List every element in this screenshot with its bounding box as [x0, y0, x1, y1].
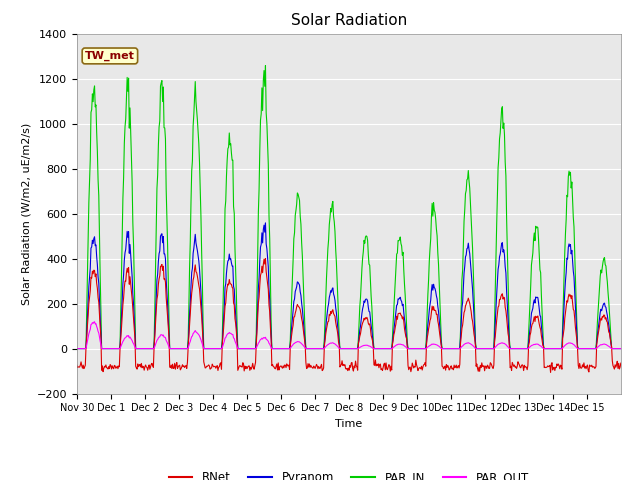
- RNet: [137, 364, 145, 370]
- PAR_IN: [406, 346, 413, 351]
- PAR_OUT: [406, 346, 413, 351]
- PAR_IN: [617, 346, 625, 351]
- PAR_OUT: [264, 338, 272, 344]
- X-axis label: Time: Time: [335, 419, 362, 429]
- PAR_OUT: [237, 346, 245, 351]
- Line: Pyranom: Pyranom: [77, 223, 621, 348]
- RNet: [264, 287, 272, 292]
- PAR_OUT: [285, 346, 292, 351]
- Pyranom: [264, 264, 272, 270]
- PAR_OUT: [138, 346, 145, 351]
- RNet: [547, 370, 554, 375]
- Y-axis label: Solar Radiation (W/m2, uE/m2/s): Solar Radiation (W/m2, uE/m2/s): [21, 122, 31, 305]
- Text: TW_met: TW_met: [85, 51, 135, 61]
- PAR_IN: [436, 299, 444, 305]
- PAR_OUT: [91, 319, 99, 324]
- Title: Solar Radiation: Solar Radiation: [291, 13, 407, 28]
- PAR_IN: [264, 162, 272, 168]
- RNet: [285, 362, 292, 368]
- Pyranom: [262, 220, 269, 226]
- Pyranom: [436, 325, 444, 331]
- PAR_OUT: [436, 344, 444, 350]
- PAR_IN: [285, 346, 292, 351]
- PAR_IN: [73, 346, 81, 351]
- Pyranom: [406, 346, 413, 351]
- PAR_OUT: [73, 346, 81, 351]
- PAR_IN: [262, 63, 269, 69]
- Pyranom: [73, 346, 81, 351]
- RNet: [436, 332, 444, 338]
- PAR_OUT: [617, 346, 625, 351]
- Line: PAR_IN: PAR_IN: [77, 66, 621, 348]
- Pyranom: [617, 346, 625, 351]
- Pyranom: [137, 346, 145, 351]
- PAR_IN: [237, 346, 244, 351]
- RNet: [262, 256, 269, 262]
- RNet: [406, 364, 413, 370]
- RNet: [617, 360, 625, 366]
- PAR_IN: [137, 346, 145, 351]
- RNet: [73, 362, 81, 368]
- Pyranom: [237, 346, 244, 351]
- Legend: RNet, Pyranom, PAR_IN, PAR_OUT: RNet, Pyranom, PAR_IN, PAR_OUT: [164, 466, 534, 480]
- RNet: [237, 363, 244, 369]
- Line: RNet: RNet: [77, 259, 621, 372]
- Pyranom: [285, 346, 292, 351]
- Line: PAR_OUT: PAR_OUT: [77, 322, 621, 348]
